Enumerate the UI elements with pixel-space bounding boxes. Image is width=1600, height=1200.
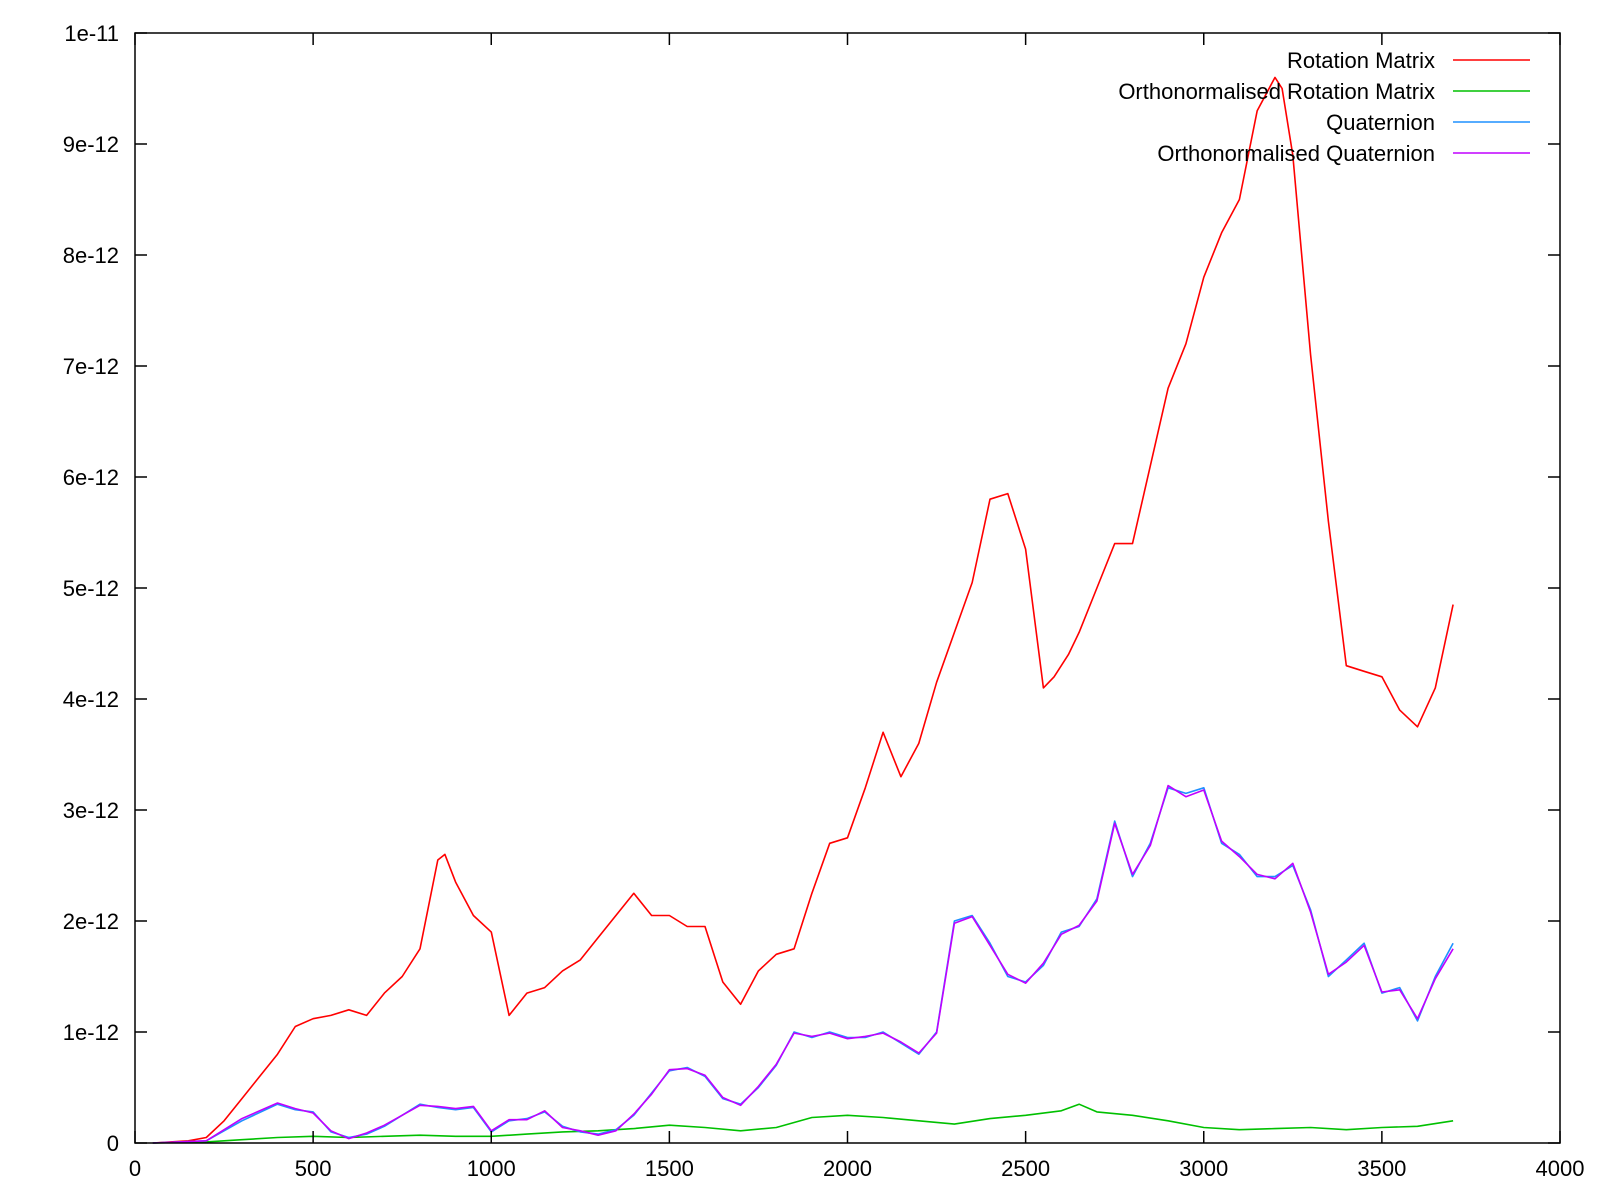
y-tick-label: 1e-11 [64, 21, 119, 46]
y-tick-label: 5e-12 [63, 576, 119, 601]
x-tick-label: 500 [295, 1156, 332, 1181]
y-tick-label: 6e-12 [63, 465, 119, 490]
x-tick-label: 1500 [645, 1156, 694, 1181]
legend-label: Orthonormalised Rotation Matrix [1118, 79, 1435, 104]
series-layer [152, 76, 1454, 1144]
y-tick-label: 8e-12 [63, 243, 119, 268]
y-tick-label: 9e-12 [63, 132, 119, 157]
y-tick-label: 0 [107, 1131, 119, 1156]
series-line-orthonormalised-rotation-matrix [152, 1103, 1454, 1144]
x-tick-label: 0 [129, 1156, 141, 1181]
legend-label: Quaternion [1326, 110, 1435, 135]
legend-label: Orthonormalised Quaternion [1157, 141, 1435, 166]
legend-label: Rotation Matrix [1287, 48, 1435, 73]
series-line-orthonormalised-quaternion [152, 784, 1454, 1144]
legend: Rotation Matrix Orthonormalised Rotation … [1118, 48, 1530, 166]
x-tick-label: 2500 [1001, 1156, 1050, 1181]
series-line-rotation-matrix [152, 76, 1454, 1144]
x-tick-label: 3000 [1179, 1156, 1228, 1181]
y-tick-label: 2e-12 [63, 909, 119, 934]
x-tick-label: 1000 [467, 1156, 516, 1181]
x-tick-label: 2000 [823, 1156, 872, 1181]
y-tick-label: 7e-12 [63, 354, 119, 379]
x-tick-label: 3500 [1357, 1156, 1406, 1181]
y-tick-label: 3e-12 [63, 798, 119, 823]
y-tick-label: 1e-12 [63, 1020, 119, 1045]
plot-border [134, 32, 1561, 1144]
x-tick-label: 4000 [1536, 1156, 1585, 1181]
axes-layer: 0 500 1000 1500 2000 2500 3000 3500 4000 0 1e-12 2e… [63, 21, 1585, 1181]
series-line-quaternion [152, 786, 1454, 1144]
y-tick-label: 4e-12 [63, 687, 119, 712]
